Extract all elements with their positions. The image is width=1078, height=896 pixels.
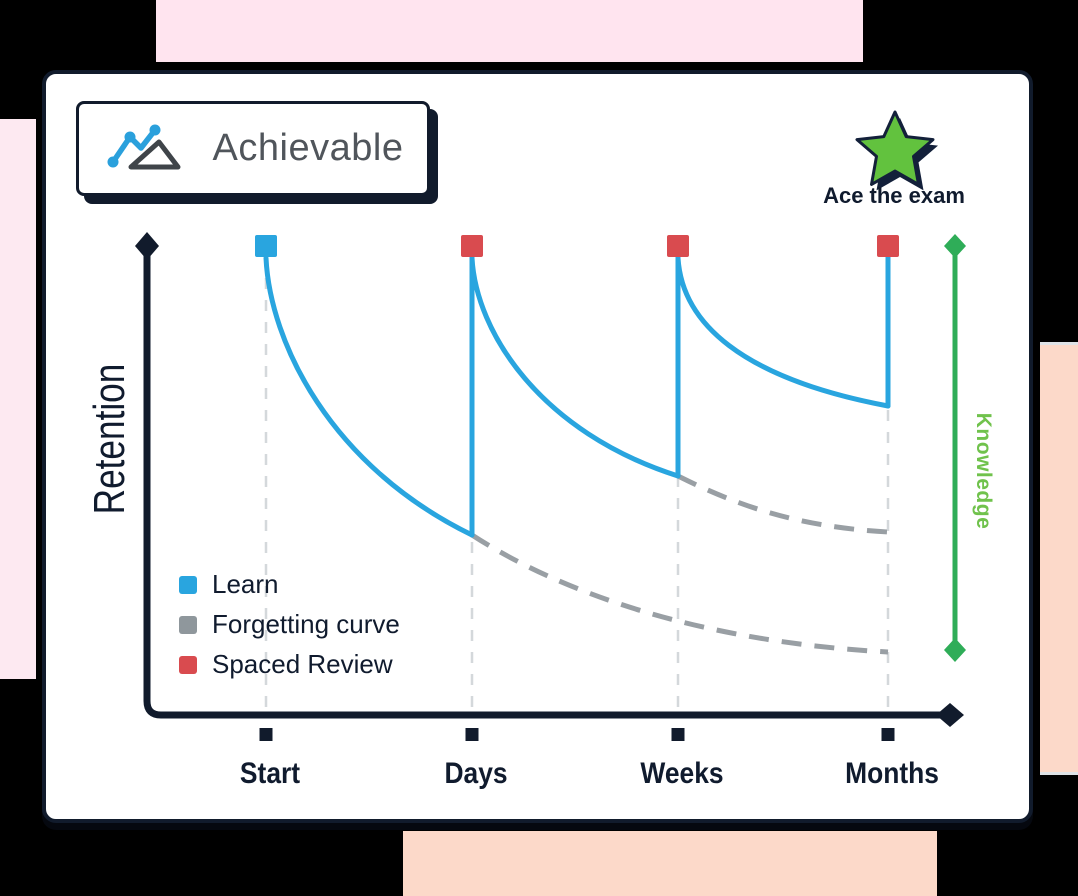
x-tick-marks — [259, 728, 895, 741]
ace-the-exam-label: Ace the exam — [823, 183, 965, 208]
achievable-logo-text: Achievable — [212, 127, 404, 169]
legend-label-forgetting-curve: Forgetting curve — [212, 609, 400, 639]
knowledge-diamond-top — [944, 234, 966, 258]
chart-legend: Learn Forgetting curve Spaced Review — [179, 569, 400, 679]
achievable-logo-box[interactable]: Achievable — [76, 101, 430, 196]
axes-lines — [143, 242, 944, 719]
star-icon — [855, 110, 938, 191]
legend-label-spaced-review: Spaced Review — [212, 649, 393, 679]
legend-swatch-learn — [179, 575, 197, 594]
learn-curve — [263, 249, 891, 538]
background-peach-rect-bottom — [403, 831, 937, 896]
background-pink-rect-left — [0, 119, 36, 679]
legend-item-forgetting-curve: Forgetting curve — [179, 609, 400, 639]
knowledge-axis — [944, 234, 966, 662]
x-label-days: Days — [444, 757, 508, 790]
background-pink-rect-top — [156, 0, 863, 62]
y-axis-label: Retention — [85, 363, 134, 515]
x-label-months: Months — [845, 757, 939, 790]
forgetting-curve-dashed — [470, 473, 889, 655]
infographic-card: Achievable Ace the exam — [42, 70, 1033, 823]
y-axis-arrow-diamond — [135, 232, 159, 260]
x-label-weeks: Weeks — [640, 757, 724, 790]
retention-chart — [135, 232, 966, 741]
learn-start-marker — [255, 235, 277, 257]
spaced-review-markers — [461, 235, 899, 257]
legend-item-learn: Learn — [179, 569, 400, 599]
x-axis-arrow-diamond — [936, 703, 964, 727]
knowledge-diamond-bottom — [944, 638, 966, 662]
line-chart-mountain-icon — [103, 118, 203, 179]
legend-swatch-forgetting-curve — [179, 615, 197, 634]
legend-label-learn: Learn — [212, 569, 279, 599]
background-peach-rect-right — [1040, 342, 1078, 775]
legend-swatch-spaced-review — [179, 655, 197, 674]
x-label-start: Start — [239, 757, 301, 790]
knowledge-axis-label: Knowledge — [972, 412, 995, 530]
legend-item-spaced-review: Spaced Review — [179, 649, 400, 679]
